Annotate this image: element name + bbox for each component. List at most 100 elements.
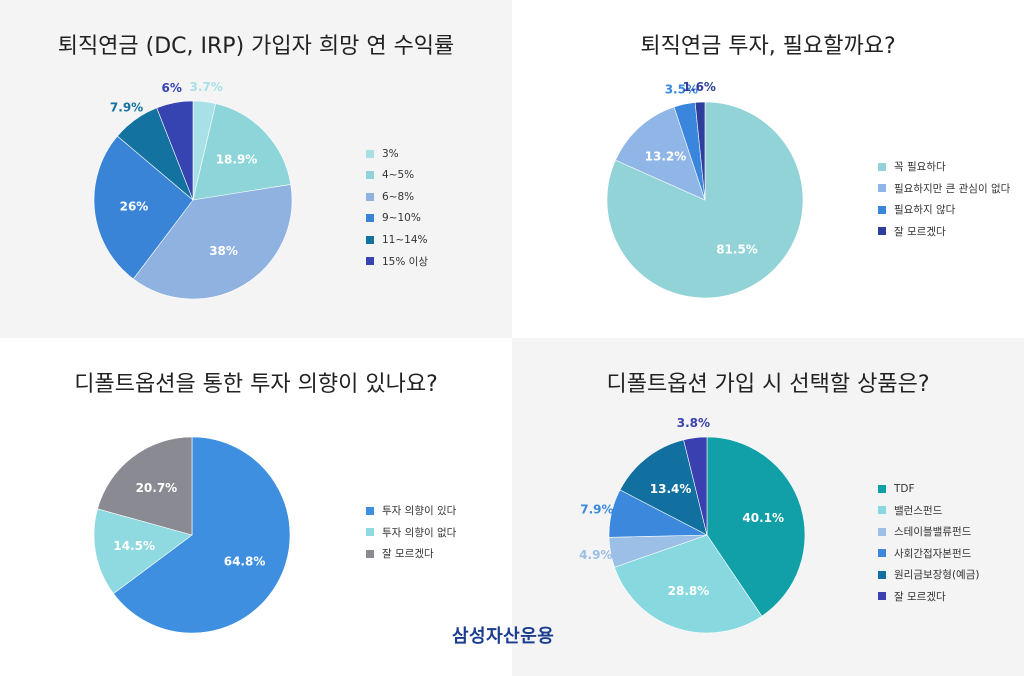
legend-swatch	[878, 527, 886, 536]
legend-item: 6~8%	[366, 186, 428, 208]
legend-swatch	[366, 528, 374, 537]
legend-swatch	[878, 205, 886, 214]
pie-slice	[97, 436, 193, 536]
data-label: 3.8%	[677, 416, 710, 430]
legend-swatch	[366, 171, 374, 180]
legend-label: 스테이블밸류펀드	[894, 526, 972, 539]
data-label: 4.9%	[579, 548, 612, 562]
legend-item: 잘 모르겠다	[878, 221, 1010, 243]
legend-label: 4~5%	[382, 169, 415, 182]
legend-item: 3%	[366, 143, 428, 165]
legend-label: 밸런스펀드	[894, 504, 943, 517]
chart-title: 디폴트옵션을 통한 투자 의향이 있나요?	[74, 372, 438, 397]
data-label: 20.7%	[136, 481, 178, 495]
chart-panel-return-rate: 퇴직연금 (DC, IRP) 가입자 희망 연 수익률 3.7% 18.9% 38%…	[0, 0, 512, 338]
legend-label: 11~14%	[382, 233, 428, 246]
legend-label: 투자 의향이 없다	[382, 526, 457, 539]
brand-logo: 삼성자산운용	[452, 626, 555, 647]
pie-slice	[615, 106, 706, 201]
legend-swatch	[878, 549, 886, 558]
legend-swatch	[366, 506, 374, 515]
legend-item: 잘 모르겠다	[366, 543, 456, 565]
legend-item: 15% 이상	[366, 251, 428, 273]
pie-slice	[614, 534, 763, 634]
legend-swatch	[366, 257, 374, 266]
legend-label: 투자 의향이 있다	[382, 505, 457, 518]
legend-item: 밸런스펀드	[878, 500, 979, 522]
legend-swatch	[878, 227, 886, 236]
legend-swatch	[366, 235, 374, 244]
legend-item: 사회간접자본펀드	[878, 543, 979, 565]
legend-item: 투자 의향이 있다	[366, 500, 456, 522]
legend-label: 6~8%	[382, 190, 415, 203]
pie-slice	[93, 135, 194, 280]
legend-label: 9~10%	[382, 212, 421, 225]
pie-slice	[156, 100, 194, 201]
data-label: 18.9%	[216, 153, 258, 167]
legend-item: 스테이블밸류펀드	[878, 521, 979, 543]
data-label: 6%	[162, 81, 182, 95]
data-label: 38%	[209, 244, 238, 258]
legend-label: 잘 모르겠다	[894, 590, 946, 603]
data-label: 7.9%	[580, 503, 613, 517]
data-label: 26%	[120, 200, 149, 214]
pie-chart-default-option-intent: 64.8% 14.5% 20.7%	[93, 436, 291, 634]
data-label: 3.7%	[190, 80, 223, 94]
data-label: 81.5%	[716, 242, 758, 256]
pie-slice	[93, 508, 193, 595]
legend-item: 원리금보장형(예금)	[878, 564, 979, 586]
legend-swatch	[366, 214, 374, 223]
data-label: 3.5%	[665, 83, 698, 97]
legend-label: 사회간접자본펀드	[894, 547, 972, 560]
legend-label: 필요하지 않다	[894, 204, 956, 217]
legend: 3% 4~5% 6~8% 9~10% 11~14% 15% 이상	[366, 143, 428, 272]
pie-slice	[706, 436, 806, 617]
chart-title: 퇴직연금 (DC, IRP) 가입자 희망 연 수익률	[57, 34, 455, 59]
pie-slice	[619, 439, 708, 536]
legend-label: 원리금보장형(예금)	[894, 569, 980, 582]
legend-swatch	[878, 484, 886, 493]
pie-slice	[132, 184, 293, 300]
data-label: 28.8%	[668, 584, 710, 598]
legend-swatch	[366, 192, 374, 201]
legend-swatch	[878, 570, 886, 579]
legend-swatch	[878, 506, 886, 515]
data-label: 40.1%	[742, 511, 784, 525]
pie-chart-investment-need: 81.5% 13.2% 3.5%1.6%	[606, 80, 804, 299]
pie-chart-default-option-product: 40.1% 28.8% 4.9% 7.9% 13.4% 3.8%	[579, 416, 806, 634]
chart-panel-default-option-product: 디폴트옵션 가입 시 선택할 상품은? 40.1% 28.8% 4.9% 7.9% 13…	[512, 338, 1024, 676]
legend-swatch	[878, 162, 886, 171]
legend-swatch	[878, 184, 886, 193]
legend-label: 꼭 필요하다	[894, 161, 946, 174]
legend-item: 필요하지만 큰 관심이 없다	[878, 178, 1010, 200]
data-label: 1.6%	[683, 80, 716, 94]
legend-label: 잘 모르겠다	[382, 548, 434, 561]
legend-item: 4~5%	[366, 165, 428, 187]
legend-label: 잘 모르겠다	[894, 225, 946, 238]
chart-panel-default-option-intent: 디폴트옵션을 통한 투자 의향이 있나요? 64.8% 14.5% 20.7% 투자…	[0, 338, 512, 676]
pie-slice	[113, 436, 291, 634]
legend-item: 11~14%	[366, 229, 428, 251]
data-label: 7.9%	[110, 100, 143, 114]
chart-title: 디폴트옵션 가입 시 선택할 상품은?	[606, 372, 930, 397]
legend-item: TDF	[878, 478, 979, 500]
pie-chart-return-rate: 3.7% 18.9% 38% 26% 7.9% 6%	[93, 80, 293, 300]
data-label: 13.2%	[645, 149, 687, 163]
legend-item: 잘 모르겠다	[878, 586, 979, 608]
legend-label: 필요하지만 큰 관심이 없다	[894, 182, 1011, 195]
legend-label: TDF	[894, 482, 915, 495]
legend-swatch	[366, 149, 374, 158]
legend-item: 9~10%	[366, 208, 428, 230]
chart-panel-investment-need: 퇴직연금 투자, 필요할까요? 81.5% 13.2% 3.5% 1.6% 꼭 필요하…	[512, 0, 1024, 338]
pie-slice	[192, 103, 292, 201]
legend-item: 투자 의향이 없다	[366, 522, 456, 544]
pie-slice	[694, 101, 706, 201]
pie-slice	[606, 101, 804, 299]
data-label: 13.4%	[650, 482, 692, 496]
chart-title: 퇴직연금 투자, 필요할까요?	[640, 34, 896, 59]
data-label: 14.5%	[113, 539, 155, 553]
legend-label: 15% 이상	[382, 255, 428, 268]
